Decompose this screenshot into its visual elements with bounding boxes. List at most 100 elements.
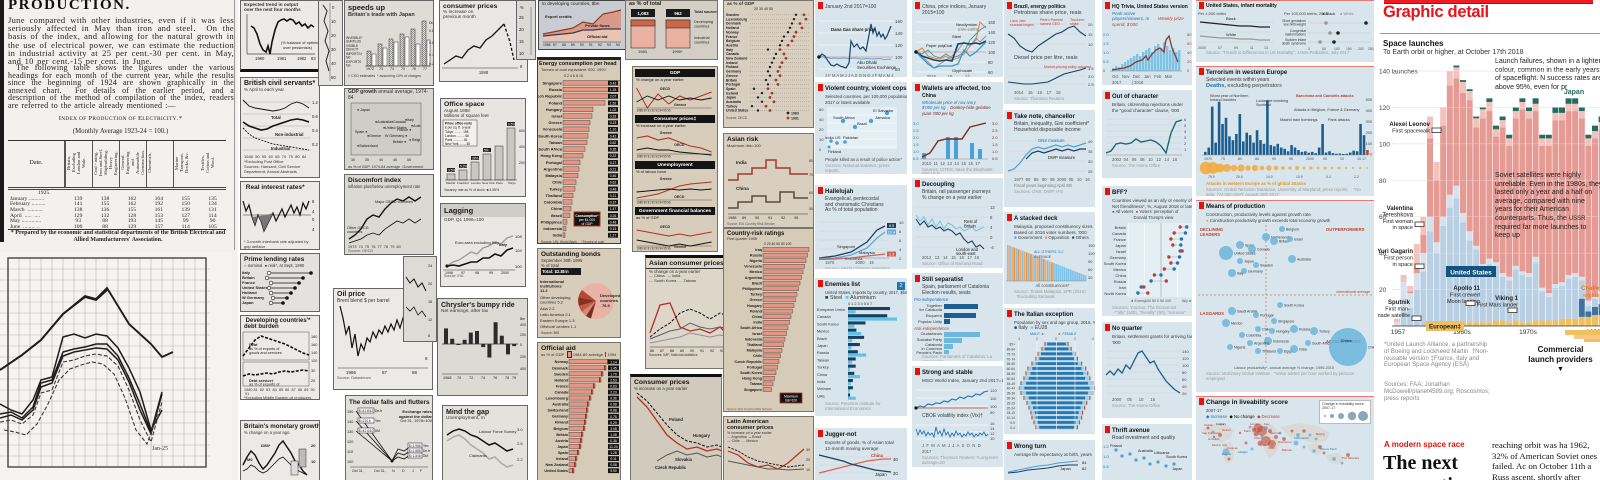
svg-text:ALL OTHERS: 5.2: ALL OTHERS: 5.2 [1033, 250, 1063, 254]
svg-text:scandal begins: scandal begins [1010, 23, 1034, 27]
svg-text:$=1.888: $=1.888 [409, 449, 421, 453]
svg-text:1991: 1991 [791, 117, 799, 121]
svg-text:Per 1,000 births: Per 1,000 births [1198, 11, 1226, 16]
svg-text:500: 500 [1366, 98, 1372, 102]
svg-text:28%: 28% [472, 156, 479, 160]
svg-text:16: 16 [990, 421, 995, 426]
svg-text:4: 4 [312, 227, 315, 232]
svg-text:30: 30 [1088, 275, 1093, 280]
svg-text:Tereshkova: Tereshkova [1382, 212, 1413, 218]
svg-text:1.5: 1.5 [913, 142, 919, 147]
svg-text:death syndrome: death syndrome [1282, 41, 1306, 45]
svg-text:Claimants: Claimants [469, 453, 487, 458]
svg-text:Luxembourg: Luxembourg [726, 17, 747, 21]
svg-text:400: 400 [520, 367, 526, 371]
svg-text:20: 20 [331, 33, 336, 38]
svg-text:Iceland: Iceland [726, 91, 738, 95]
svg-text:92: 92 [598, 43, 602, 46]
svg-text:0: 0 [1103, 68, 1106, 73]
svg-text:Hungary: Hungary [1276, 330, 1290, 334]
svg-text:200: 200 [1358, 47, 1364, 50]
svg-text:Canada: Canada [1112, 231, 1127, 236]
svg-text:Dana Gas share price: Dana Gas share price [831, 27, 876, 32]
svg-text:● Black: ● Black [1322, 11, 1335, 16]
svg-text:fob: fob [346, 56, 351, 60]
svg-text:Italy: Italy [242, 270, 251, 275]
svg-text:Short gestation/: Short gestation/ [1282, 19, 1306, 23]
svg-text:Hungary: Hungary [546, 107, 563, 112]
svg-text:as % of exports of: as % of exports of [249, 383, 280, 387]
svg-text:6: 6 [520, 64, 523, 69]
svg-text:Other developing: Other developing [540, 295, 570, 300]
svg-text:2.07: 2.07 [610, 95, 617, 99]
svg-text:3.5%: 3.5% [448, 168, 455, 172]
svg-text:110: 110 [347, 450, 353, 454]
svg-text:Spain ●: Spain ● [355, 130, 367, 134]
svg-text:1986: 1986 [346, 370, 357, 375]
svg-text:20: 20 [1187, 59, 1192, 64]
svg-text:Kiev: Kiev [1264, 422, 1270, 426]
svg-text:98: 98 [475, 271, 479, 274]
svg-text:10-14: 10-14 [1007, 417, 1016, 421]
svg-text:0.43: 0.43 [610, 81, 617, 85]
svg-text:1983: 1983 [638, 49, 648, 54]
svg-text:1.2: 1.2 [1103, 444, 1109, 449]
svg-text:Glyphosate: Glyphosate [952, 68, 973, 73]
svg-text:De-fr: De-fr [375, 409, 383, 413]
svg-text:London: London [471, 181, 481, 185]
svg-text:91: 91 [700, 349, 704, 353]
svg-text:Germany: Germany [726, 70, 741, 74]
svg-text:30: 30 [331, 47, 336, 52]
svg-text:Debt: Debt [249, 343, 258, 347]
svg-text:Australia: Australia [726, 100, 741, 104]
svg-text:Sudden infant: Sudden infant [1285, 38, 1306, 42]
svg-text:India: India [553, 233, 563, 238]
svg-text:New York ....... 38: New York ....... 38 [445, 142, 470, 146]
svg-text:Belgium: Belgium [726, 39, 740, 43]
svg-text:0.48: 0.48 [610, 187, 617, 191]
svg-text:95: 95 [794, 216, 798, 220]
svg-text:Singapore: Singapore [1278, 320, 1294, 324]
svg-text:120: 120 [311, 359, 317, 363]
svg-text:ONS measure: ONS measure [1038, 138, 1065, 143]
svg-text:India: India [817, 379, 826, 384]
svg-text:India: India [825, 135, 834, 140]
svg-text:74: 74 [390, 67, 394, 71]
svg-text:Sweden: Sweden [726, 13, 739, 17]
svg-text:0.6: 0.6 [312, 114, 318, 119]
svg-text:Thailand: Thailand [546, 193, 563, 198]
svg-text:1.3: 1.3 [889, 253, 894, 257]
svg-text:Japan: Japan [817, 343, 828, 348]
svg-text:75: 75 [1221, 157, 1225, 161]
svg-text:40-44: 40-44 [1007, 387, 1016, 391]
svg-text:75.9: 75.9 [1208, 175, 1215, 179]
svg-text:20: 20 [1182, 391, 1187, 396]
svg-text:2.2: 2.2 [1354, 175, 1359, 179]
svg-text:South Korea: South Korea [740, 371, 763, 375]
svg-text:100: 100 [990, 404, 997, 409]
svg-text:1996: 1996 [445, 271, 453, 274]
svg-text:0: 0 [332, 5, 335, 10]
svg-text:140 launches: 140 launches [1379, 69, 1418, 76]
svg-text:35-39: 35-39 [1007, 392, 1016, 396]
svg-text:20.6: 20.6 [1236, 175, 1243, 179]
svg-text:Oct 31,: Oct 31, [374, 469, 386, 473]
svg-text:8: 8 [428, 334, 430, 338]
svg-text:140: 140 [988, 30, 996, 35]
svg-text:3: 3 [1184, 135, 1187, 140]
svg-text:Mexico: Mexico [1113, 267, 1126, 272]
svg-text:0.4: 0.4 [312, 128, 318, 133]
svg-text:Yen: Yen [423, 444, 429, 448]
svg-text:1.02: 1.02 [610, 108, 617, 112]
svg-text:-4: -4 [990, 245, 994, 250]
svg-text:Portugal: Portugal [1260, 314, 1274, 318]
svg-text:Taiwan: Taiwan [549, 140, 563, 145]
svg-text:Japan: Japan [726, 96, 736, 100]
svg-text:110: 110 [990, 396, 997, 401]
svg-text:Pro-independence: Pro-independence [914, 297, 949, 302]
svg-text:120: 120 [895, 43, 903, 48]
svg-text:United States: United States [1450, 270, 1492, 277]
svg-text:Lava Jato: Lava Jato [1010, 19, 1026, 23]
svg-text:0: 0 [1308, 47, 1310, 50]
svg-text:Cairo: Cairo [1268, 446, 1275, 450]
